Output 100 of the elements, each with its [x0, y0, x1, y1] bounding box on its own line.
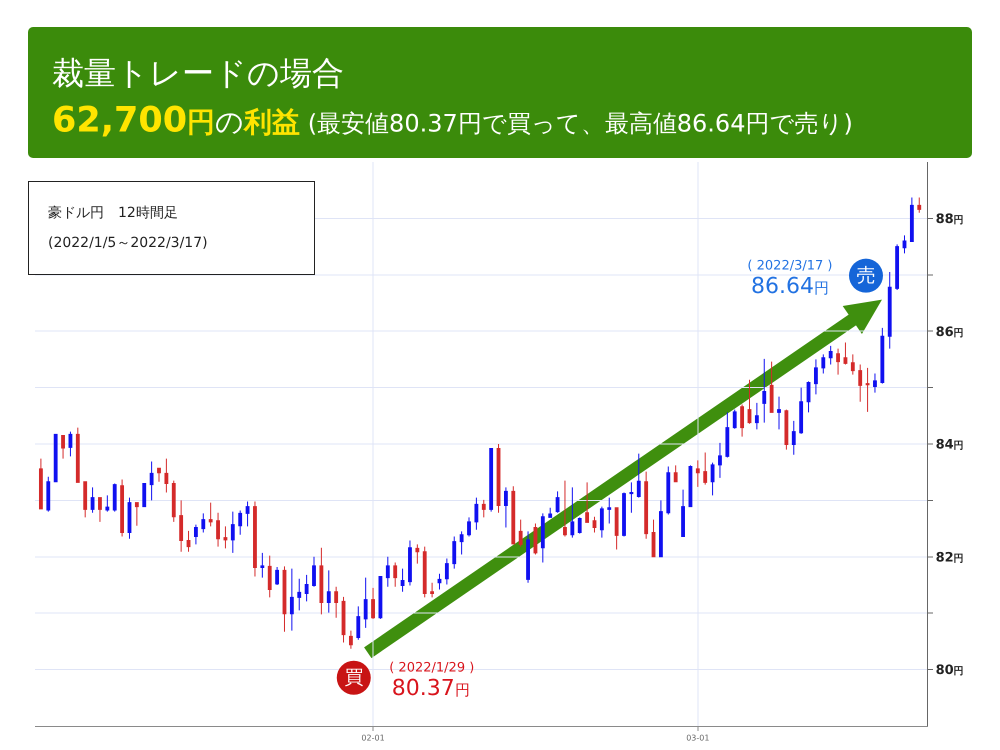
candlestick: [674, 464, 678, 482]
candlestick: [895, 244, 900, 291]
candlestick: [260, 552, 264, 578]
candlestick: [740, 404, 744, 438]
candlestick: [304, 574, 309, 602]
candlestick: [806, 380, 810, 413]
candlestick: [666, 466, 670, 515]
candlestick: [142, 482, 146, 508]
candlestick: [334, 586, 338, 618]
candlestick: [703, 452, 708, 486]
candlestick: [688, 464, 692, 508]
candlestick: [179, 500, 184, 552]
candlestick: [268, 555, 272, 598]
annotation: 豪ドル円 12時間足: [47, 204, 179, 223]
candlestick: [393, 562, 398, 588]
candlestick: [652, 519, 656, 558]
candlestick: [460, 530, 464, 556]
candlestick: [836, 348, 840, 376]
annotation: 売: [856, 264, 876, 286]
x-tick-label: 03-01: [686, 734, 710, 743]
annotation: ( 2022/3/17 ): [747, 258, 833, 274]
candlestick: [799, 387, 804, 434]
candlestick: [540, 512, 545, 563]
candlestick: [444, 558, 449, 585]
candlestick: [585, 482, 590, 523]
candlestick: [725, 412, 730, 458]
candlestick: [134, 502, 139, 526]
y-tick-label: 86円: [936, 324, 964, 340]
candlestick: [732, 409, 737, 430]
candlestick: [629, 482, 634, 514]
text-box: 豪ドル円 12時間足 (2022/1/5～2022/3/17): [28, 181, 315, 275]
candlestick: [556, 490, 560, 514]
candlestick: [61, 435, 65, 460]
candlestick: [422, 546, 427, 598]
candlestick: [371, 587, 375, 620]
candlestick: [814, 358, 818, 395]
candlestick: [658, 500, 663, 558]
candlestick: [68, 431, 72, 457]
candlestick: [120, 479, 124, 537]
candlestick: [98, 497, 102, 522]
candlestick: [157, 467, 161, 482]
candlestick: [415, 544, 420, 564]
candlestick: [297, 578, 302, 611]
candlestick: [408, 540, 412, 586]
annotation: ( 2022/1/29 ): [389, 660, 474, 676]
candlestick: [290, 568, 294, 632]
candlestick: [319, 547, 324, 615]
annotation: 86.64円: [750, 274, 829, 299]
candlestick: [770, 361, 774, 413]
candlestick: [430, 582, 434, 598]
y-tick-label: 82円: [936, 550, 964, 566]
candlestick: [880, 327, 884, 384]
candlestick: [105, 494, 110, 512]
chart-subtitle: 62,700円の利益 (最安値80.37円で買って、最高値86.64円で売り): [52, 100, 853, 140]
candlestick: [474, 497, 478, 530]
candlestick: [224, 526, 228, 549]
candlestick: [636, 453, 641, 498]
candlestick: [246, 501, 250, 527]
candlestick: [902, 234, 906, 254]
candlestick: [600, 506, 604, 538]
candlestick: [275, 566, 280, 586]
candlestick: [844, 342, 848, 365]
candlestick: [917, 197, 922, 214]
candlestick: [718, 442, 722, 478]
candlestick: [850, 354, 855, 376]
candlestick: [38, 458, 43, 510]
candlestick: [83, 481, 88, 518]
candlestick: [534, 523, 538, 556]
chart-title: 裁量トレードの場合: [52, 54, 344, 92]
candlestick: [386, 556, 390, 588]
candlestick: [873, 373, 877, 394]
candlestick: [164, 458, 168, 493]
candlestick: [504, 486, 508, 528]
candlestick: [400, 568, 404, 592]
candlestick: [489, 448, 494, 512]
candlestick: [482, 499, 486, 518]
candlestick: [378, 576, 382, 620]
candlestick: [46, 476, 50, 512]
candlestick: [194, 524, 198, 545]
candlestick: [496, 444, 500, 514]
candlestick: [511, 486, 516, 544]
candlestick: [172, 480, 176, 522]
candlestick: [858, 364, 862, 402]
x-tick-label: 02-01: [361, 734, 385, 743]
candlestick: [518, 519, 523, 548]
annotation: 買: [344, 666, 364, 688]
candlestick: [342, 596, 346, 644]
candlestick: [208, 502, 213, 527]
candlestick: [622, 492, 626, 537]
candlestick: [748, 379, 752, 424]
candlestick: [614, 507, 619, 550]
candlestick: [754, 402, 759, 430]
candlestick: [710, 462, 714, 496]
candlestick: [112, 482, 117, 512]
candlestick: [452, 536, 456, 570]
candlestick: [681, 489, 685, 537]
annotation: (2022/1/5～2022/3/17): [47, 234, 209, 253]
y-tick-label: 84円: [936, 438, 964, 453]
candlestick: [150, 460, 154, 501]
candlestick: [216, 512, 220, 548]
